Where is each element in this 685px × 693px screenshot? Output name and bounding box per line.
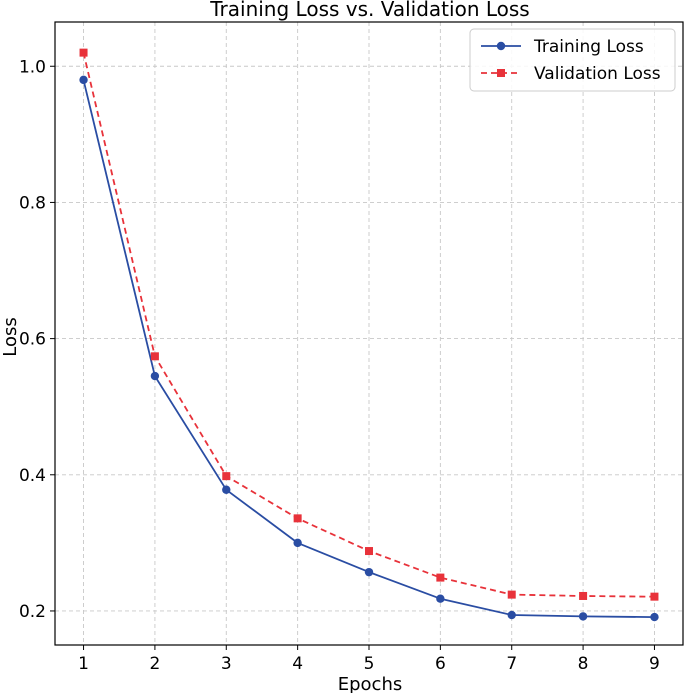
y-tick-label: 0.6 — [19, 330, 46, 350]
validation-loss-series — [79, 48, 659, 601]
legend-training-loss-label: Training Loss — [533, 37, 644, 57]
validation-loss-point — [650, 592, 659, 601]
x-axis-title: Epochs — [338, 674, 403, 693]
x-tick-label: 3 — [221, 654, 232, 674]
y-tick-label: 1.0 — [19, 57, 46, 77]
training-loss-point — [222, 485, 231, 494]
training-loss-point — [293, 538, 302, 548]
legend-box — [469, 28, 676, 92]
x-tick-label: 7 — [506, 654, 517, 674]
y-tick-label: 0.4 — [19, 466, 46, 486]
validation-loss-point — [436, 573, 445, 582]
validation-loss-point — [150, 352, 159, 361]
y-tick-label: 0.2 — [19, 602, 46, 622]
training-loss-series — [79, 75, 659, 622]
training-loss-point — [436, 594, 445, 603]
validation-loss-point — [579, 591, 588, 600]
x-tick-label: 5 — [364, 654, 375, 674]
validation-loss-point — [222, 472, 231, 481]
x-axis: 1 2 3 4 5 6 7 8 9 — [78, 645, 660, 674]
x-tick-label: 2 — [149, 654, 160, 674]
y-tick-label: 0.8 — [19, 193, 46, 213]
x-tick-label: 8 — [578, 654, 589, 674]
x-tick-label: 6 — [435, 654, 446, 674]
validation-loss-point — [507, 590, 516, 599]
training-loss-point — [79, 75, 88, 85]
validation-loss-point — [79, 48, 88, 57]
training-loss-point — [650, 612, 659, 622]
y-axis-title: Loss — [0, 317, 21, 356]
legend-validation-loss-marker — [497, 69, 505, 77]
legend-validation-loss-label: Validation Loss — [534, 64, 661, 84]
training-loss-point — [150, 371, 160, 381]
legend-training-loss-marker — [496, 41, 506, 51]
x-tick-label: 4 — [292, 654, 303, 674]
training-loss-point — [507, 610, 516, 620]
training-loss-point — [578, 612, 588, 621]
validation-loss-point — [365, 547, 373, 556]
legend: Training Loss Validation Loss — [469, 28, 676, 92]
x-tick-label: 9 — [649, 654, 660, 674]
training-loss-point — [364, 567, 374, 577]
validation-loss-point — [293, 514, 302, 523]
plot-frame — [54, 21, 684, 646]
chart-title: Training Loss vs. Validation Loss — [209, 0, 529, 21]
x-tick-label: 1 — [78, 654, 89, 674]
y-axis: 0.2 0.4 0.6 0.8 1.0 — [19, 57, 55, 622]
series-layer — [79, 48, 659, 622]
